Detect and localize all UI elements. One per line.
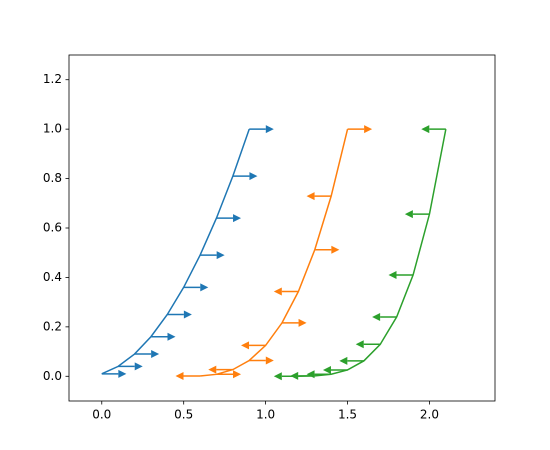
arrow-head — [118, 369, 127, 378]
arrow — [101, 369, 127, 378]
arrow — [249, 356, 274, 365]
arrow-head — [355, 340, 364, 349]
arrow-head — [233, 370, 242, 379]
arrow-head — [167, 332, 176, 341]
arrow-head — [273, 372, 282, 381]
arrow — [216, 214, 242, 223]
x-tick-label: 0.0 — [92, 408, 111, 422]
arrow-head — [306, 370, 315, 379]
arrow — [355, 340, 381, 349]
y-tick-label: 0.6 — [43, 221, 62, 235]
arrow — [118, 362, 143, 371]
arrow — [322, 365, 348, 374]
x-tick-label: 0.5 — [174, 408, 193, 422]
arrow-head — [404, 210, 413, 219]
arrow — [273, 287, 299, 296]
arrow-head — [175, 372, 184, 381]
arrow-head — [233, 214, 242, 223]
arrow-head — [273, 287, 282, 296]
arrow — [306, 370, 332, 379]
arrow-head — [290, 371, 299, 380]
y-tick-label: 1.2 — [43, 72, 62, 86]
arrow-head — [151, 350, 160, 359]
plot-frame — [68, 54, 496, 402]
arrow-head — [421, 125, 430, 134]
arrow — [421, 125, 446, 134]
arrow-head — [183, 310, 192, 319]
arrow — [150, 332, 176, 341]
arrow — [249, 125, 274, 134]
arrow-head — [331, 245, 340, 254]
arrow — [404, 210, 430, 219]
arrow — [372, 312, 397, 321]
series-line — [199, 128, 349, 377]
arrow-head — [134, 362, 143, 371]
arrow-head — [388, 271, 397, 280]
arrow — [339, 356, 364, 365]
arrow-head — [265, 125, 274, 134]
arrow — [208, 365, 233, 374]
arrow-head — [364, 125, 373, 134]
arrow-head — [322, 365, 331, 374]
arrow — [282, 318, 307, 327]
y-tick-label: 0.0 — [43, 369, 62, 383]
arrow — [216, 370, 242, 379]
arrow-head — [306, 192, 315, 201]
arrow-head — [200, 283, 209, 292]
arrow — [314, 245, 340, 254]
arrow — [388, 271, 414, 280]
arrow-head — [249, 172, 258, 181]
arrow-head — [339, 356, 348, 365]
arrow-head — [241, 341, 250, 350]
series-line — [298, 129, 447, 378]
arrow-head — [208, 365, 217, 374]
arrow-head — [216, 251, 225, 260]
y-tick-label: 0.2 — [43, 319, 62, 333]
y-tick-label: 0.4 — [43, 270, 62, 284]
arrow-head — [265, 356, 274, 365]
y-tick-label: 0.8 — [43, 171, 62, 185]
arrow — [167, 310, 192, 319]
y-tick-label: 1.0 — [43, 122, 62, 136]
arrow — [134, 350, 160, 359]
arrow — [347, 125, 373, 134]
x-tick-label: 1.5 — [338, 408, 357, 422]
x-tick-label: 1.0 — [256, 408, 275, 422]
arrow-head — [298, 318, 307, 327]
arrow — [241, 341, 266, 350]
arrow-head — [372, 312, 381, 321]
arrow — [183, 283, 209, 292]
x-tick-label: 2.0 — [420, 408, 439, 422]
arrow — [200, 251, 225, 260]
series-line — [101, 128, 250, 375]
arrow — [232, 172, 258, 181]
arrow — [175, 372, 201, 381]
arrow — [306, 192, 332, 201]
